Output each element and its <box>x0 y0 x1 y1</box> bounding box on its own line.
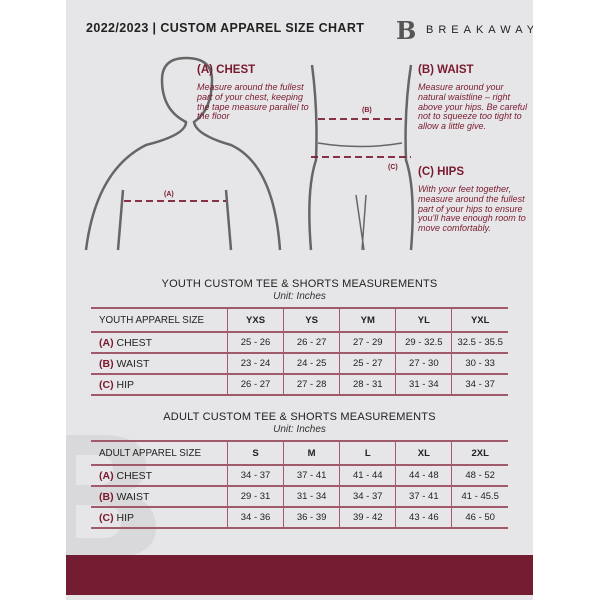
table-row: (C) HIP 34 - 36 36 - 39 39 - 42 43 - 46 46 -… <box>91 506 508 529</box>
table-header-row: YOUTH APPAREL SIZE YXS YS YM YL YXL <box>91 307 508 333</box>
table-row: (A) CHEST 34 - 37 37 - 41 41 - 44 44 - 48 48… <box>91 464 508 487</box>
chest-heading: (A) CHEST <box>197 64 256 76</box>
cell: 41 - 45.5 <box>451 485 508 508</box>
size-chart-page: 2022/2023 | CUSTOM APPAREL SIZE CHART B … <box>66 0 533 600</box>
brand-logo: B <box>396 16 417 45</box>
body-illustrations: (A) (B) (C) <box>84 56 414 251</box>
page-title: 2022/2023 | CUSTOM APPAREL SIZE CHART <box>86 21 365 35</box>
chest-instructions: Measure around the fullest part of your … <box>197 82 309 122</box>
cell: 37 - 41 <box>283 464 340 487</box>
youth-table-title: YOUTH CUSTOM TEE & SHORTS MEASUREMENTS <box>161 278 438 290</box>
cell: 30 - 33 <box>451 352 508 375</box>
cell: 24 - 25 <box>283 352 340 375</box>
size-header: YS <box>283 307 340 333</box>
cell: 34 - 37 <box>451 373 508 396</box>
row-label: (A) CHEST <box>91 464 228 487</box>
brand-name: BREAKAWAY <box>426 24 533 36</box>
cell: 32.5 - 35.5 <box>451 331 508 354</box>
row-label: (C) HIP <box>91 373 228 396</box>
cell: 34 - 36 <box>226 506 284 529</box>
cell: 27 - 28 <box>283 373 340 396</box>
cell: 48 - 52 <box>451 464 508 487</box>
table-row: (A) CHEST 25 - 26 26 - 27 27 - 29 29 - 32.5… <box>91 331 508 354</box>
waist-instructions: Measure around your natural waistline – … <box>418 82 528 132</box>
row-label: (C) HIP <box>91 506 228 529</box>
adult-table-title: ADULT CUSTOM TEE & SHORTS MEASUREMENTS <box>163 411 436 423</box>
table-header-row: ADULT APPAREL SIZE S M L XL 2XL <box>91 440 508 466</box>
hip-marker: (C) <box>388 164 398 171</box>
adult-unit: Unit: Inches <box>273 424 326 435</box>
youth-size-table: YOUTH APPAREL SIZE YXS YS YM YL YXL (A) … <box>91 307 508 396</box>
row-label: (B) WAIST <box>91 352 228 375</box>
cell: 46 - 50 <box>451 506 508 529</box>
size-header: S <box>226 440 284 466</box>
table-row: (B) WAIST 23 - 24 24 - 25 25 - 27 27 - 30 30… <box>91 352 508 375</box>
cell: 27 - 29 <box>339 331 396 354</box>
table-row: (B) WAIST 29 - 31 31 - 34 34 - 37 37 - 41 41… <box>91 485 508 508</box>
hips-instructions: With your feet together, measure around … <box>418 184 526 234</box>
size-header: M <box>283 440 340 466</box>
header-label: ADULT APPAREL SIZE <box>91 440 228 466</box>
size-header: 2XL <box>451 440 508 466</box>
waist-marker: (B) <box>362 107 372 114</box>
cell: 29 - 32.5 <box>395 331 452 354</box>
hips-heading: (C) HIPS <box>418 166 464 178</box>
size-header: L <box>339 440 396 466</box>
chest-marker: (A) <box>164 191 174 198</box>
size-header: YL <box>395 307 452 333</box>
cell: 25 - 27 <box>339 352 396 375</box>
cell: 43 - 46 <box>395 506 452 529</box>
cell: 31 - 34 <box>283 485 340 508</box>
cell: 36 - 39 <box>283 506 340 529</box>
cell: 39 - 42 <box>339 506 396 529</box>
size-header: YXS <box>226 307 284 333</box>
waist-heading: (B) WAIST <box>418 64 474 76</box>
adult-size-table: ADULT APPAREL SIZE S M L XL 2XL (A) CHES… <box>91 440 508 529</box>
cell: 34 - 37 <box>339 485 396 508</box>
upper-body-figure <box>84 56 282 251</box>
cell: 41 - 44 <box>339 464 396 487</box>
cell: 23 - 24 <box>226 352 284 375</box>
cell: 26 - 27 <box>283 331 340 354</box>
cell: 34 - 37 <box>226 464 284 487</box>
size-header: YXL <box>451 307 508 333</box>
table-row: (C) HIP 26 - 27 27 - 28 28 - 31 31 - 34 34 -… <box>91 373 508 396</box>
cell: 25 - 26 <box>226 331 284 354</box>
cell: 44 - 48 <box>395 464 452 487</box>
footer-band <box>66 555 533 595</box>
youth-unit: Unit: Inches <box>273 291 326 302</box>
cell: 31 - 34 <box>395 373 452 396</box>
row-label: (B) WAIST <box>91 485 228 508</box>
size-header: XL <box>395 440 452 466</box>
cell: 26 - 27 <box>226 373 284 396</box>
size-header: YM <box>339 307 396 333</box>
row-label: (A) CHEST <box>91 331 228 354</box>
cell: 28 - 31 <box>339 373 396 396</box>
header-label: YOUTH APPAREL SIZE <box>91 307 228 333</box>
cell: 29 - 31 <box>226 485 284 508</box>
cell: 37 - 41 <box>395 485 452 508</box>
cell: 27 - 30 <box>395 352 452 375</box>
lower-body-figure <box>308 64 414 251</box>
